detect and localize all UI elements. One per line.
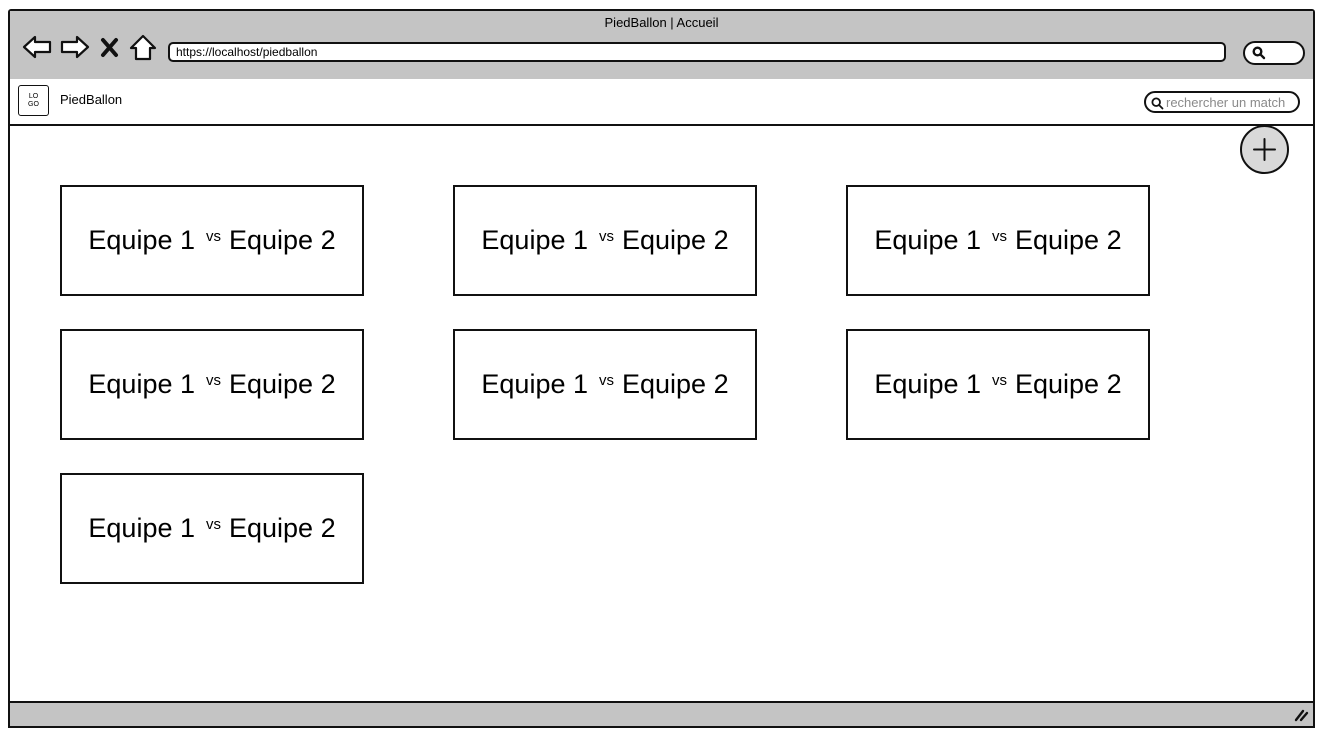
app-name: PiedBallon: [60, 92, 123, 107]
away-team: Equipe 2: [1015, 369, 1122, 399]
home-team: Equipe 1: [88, 225, 195, 255]
vs-label: vs: [599, 372, 614, 389]
app-header: LO GO PiedBallon: [10, 79, 1313, 126]
vs-label: vs: [992, 372, 1007, 389]
close-x-icon[interactable]: [99, 33, 121, 61]
home-team: Equipe 1: [874, 369, 981, 399]
home-team: Equipe 1: [88, 513, 195, 543]
browser-search-button[interactable]: [1243, 41, 1305, 65]
match-card[interactable]: Equipe 1 vs Equipe 2: [453, 185, 757, 296]
window-title: PiedBallon | Accueil: [604, 15, 719, 30]
match-card[interactable]: Equipe 1 vs Equipe 2: [846, 329, 1150, 440]
search-input[interactable]: [1166, 94, 1296, 110]
add-match-button[interactable]: [1240, 125, 1289, 174]
status-bar: [8, 701, 1315, 728]
vs-label: vs: [992, 228, 1007, 245]
match-card[interactable]: Equipe 1 vs Equipe 2: [60, 473, 364, 584]
match-card[interactable]: Equipe 1 vs Equipe 2: [60, 329, 364, 440]
away-team: Equipe 2: [229, 369, 336, 399]
match-card[interactable]: Equipe 1 vs Equipe 2: [846, 185, 1150, 296]
home-team: Equipe 1: [874, 225, 981, 255]
back-arrow-icon[interactable]: [21, 33, 53, 61]
search-icon: [1252, 46, 1266, 60]
away-team: Equipe 2: [229, 513, 336, 543]
browser-chrome: PiedBallon | Accueil https://localhost/p…: [10, 11, 1313, 81]
home-team: Equipe 1: [481, 369, 588, 399]
resize-grip-icon[interactable]: [1293, 708, 1309, 722]
url-bar[interactable]: https://localhost/piedballon: [168, 42, 1226, 62]
home-icon[interactable]: [128, 33, 158, 61]
match-search[interactable]: [1144, 91, 1300, 113]
home-team: Equipe 1: [88, 369, 195, 399]
forward-arrow-icon[interactable]: [59, 33, 91, 61]
home-team: Equipe 1: [481, 225, 588, 255]
vs-label: vs: [599, 228, 614, 245]
vs-label: vs: [206, 228, 221, 245]
logo-text-bottom: GO: [28, 101, 39, 108]
search-icon: [1151, 97, 1164, 110]
away-team: Equipe 2: [229, 225, 336, 255]
away-team: Equipe 2: [622, 369, 729, 399]
match-card[interactable]: Equipe 1 vs Equipe 2: [453, 329, 757, 440]
plus-icon: [1253, 138, 1276, 161]
logo: LO GO: [18, 85, 49, 116]
status-bar-wrap: [8, 701, 1315, 728]
vs-label: vs: [206, 372, 221, 389]
away-team: Equipe 2: [1015, 225, 1122, 255]
match-card[interactable]: Equipe 1 vs Equipe 2: [60, 185, 364, 296]
logo-text-top: LO: [28, 93, 39, 100]
vs-label: vs: [206, 516, 221, 533]
away-team: Equipe 2: [622, 225, 729, 255]
